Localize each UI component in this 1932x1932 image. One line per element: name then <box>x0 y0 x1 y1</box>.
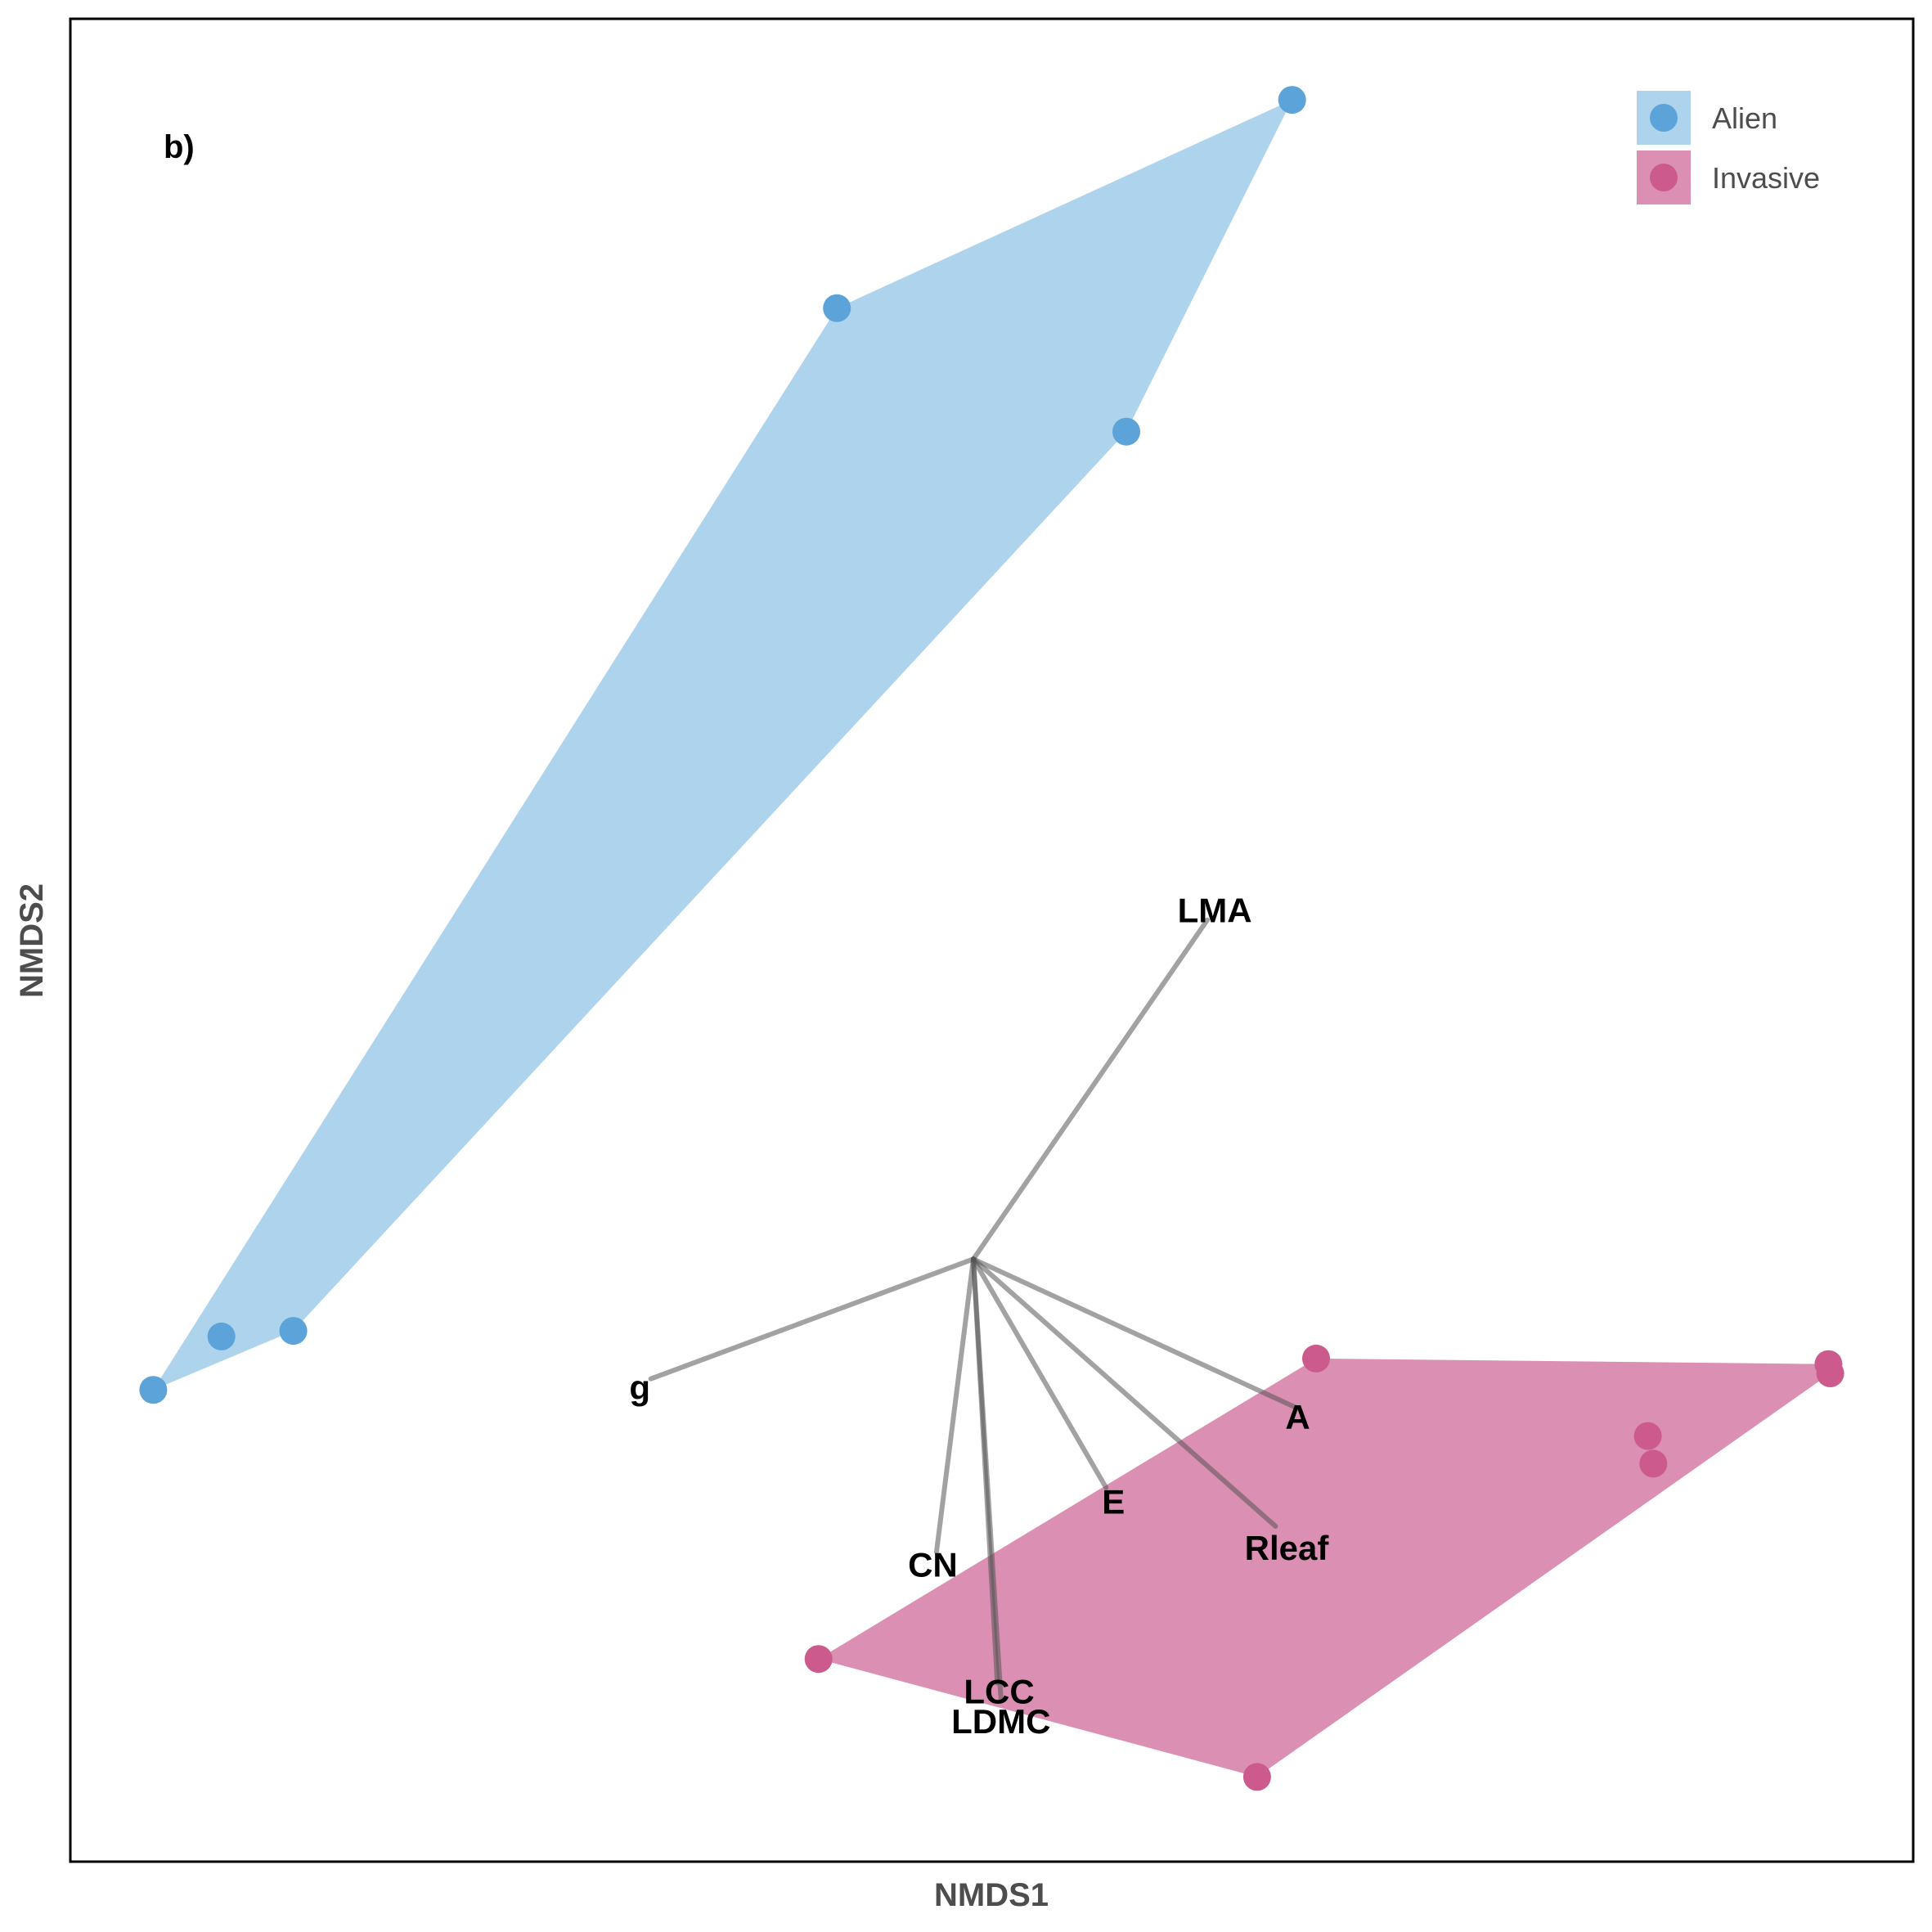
vector-g <box>651 1259 973 1378</box>
legend: Alien Invasive <box>1637 91 1820 204</box>
point-alien-4 <box>823 294 851 322</box>
point-alien-6 <box>1278 86 1306 114</box>
y-axis-title: NMDS2 <box>14 883 50 998</box>
point-invasive-6 <box>805 1645 833 1673</box>
point-invasive-7 <box>1243 1763 1271 1790</box>
legend-item-invasive: Invasive <box>1637 151 1820 204</box>
point-invasive-1 <box>1302 1345 1330 1373</box>
vector-label-lma: LMA <box>1178 892 1252 930</box>
legend-label-alien: Alien <box>1712 101 1777 135</box>
point-invasive-3 <box>1817 1359 1844 1387</box>
x-axis-title: NMDS1 <box>934 1877 1049 1913</box>
vector-label-a: A <box>1285 1398 1310 1436</box>
vector-lma <box>973 920 1207 1260</box>
vector-label-cn: CN <box>908 1545 958 1584</box>
legend-dot-alien <box>1650 104 1678 132</box>
legend-label-invasive: Invasive <box>1712 161 1820 195</box>
point-invasive-5 <box>1639 1449 1667 1477</box>
point-invasive-4 <box>1634 1422 1662 1450</box>
vector-cn <box>937 1259 973 1552</box>
point-alien-3 <box>280 1317 308 1345</box>
vector-label-g: g <box>629 1368 650 1407</box>
point-alien-5 <box>1112 418 1140 446</box>
vector-a <box>973 1259 1298 1409</box>
vector-e <box>973 1259 1106 1487</box>
legend-dot-invasive <box>1650 164 1678 191</box>
hull-alien <box>153 100 1292 1390</box>
panel-label: b) <box>164 129 195 165</box>
vector-label-ldmc: LDMC <box>951 1702 1050 1741</box>
point-alien-2 <box>208 1323 236 1350</box>
vector-label-rleaf: Rleaf <box>1245 1529 1330 1567</box>
legend-item-alien: Alien <box>1637 91 1777 145</box>
point-alien-1 <box>139 1376 167 1404</box>
vector-label-e: E <box>1102 1483 1125 1521</box>
